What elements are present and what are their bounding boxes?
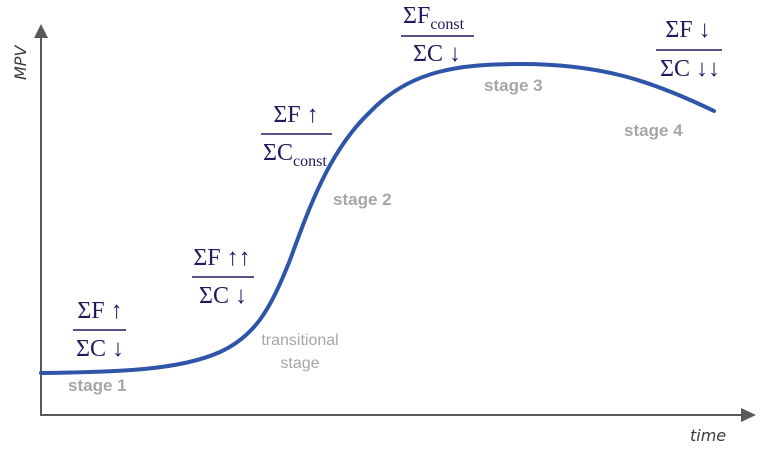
axes: MPV time	[11, 24, 756, 445]
fraction-3-denominator: ΣCconst	[263, 140, 327, 170]
stage-4-label: stage 4	[624, 121, 683, 140]
fraction-4-numerator: ΣFconst	[403, 3, 465, 33]
stage-labels: stage 1 transitional stage stage 2 stage…	[68, 76, 683, 395]
transitional-stage-label-line2: stage	[280, 355, 319, 372]
fraction-4-numerator-main: ΣF	[403, 3, 430, 29]
stage-1-label: stage 1	[68, 376, 127, 395]
fraction-stage-4: ΣF ↓ ΣC ↓↓	[656, 17, 722, 82]
x-axis-label: time	[690, 426, 726, 445]
y-axis-arrowhead	[34, 24, 48, 38]
fraction-stage-2: ΣF ↑ ΣCconst	[261, 102, 332, 170]
x-axis-arrowhead	[741, 408, 756, 422]
fraction-3-denominator-subscript: const	[293, 153, 327, 170]
fraction-stage-3: ΣFconst ΣC ↓	[401, 3, 474, 67]
mpv-curve	[39, 61, 716, 375]
fraction-3-numerator: ΣF ↑	[273, 102, 318, 128]
transitional-stage-label-line1: transitional	[261, 332, 338, 349]
fraction-2-denominator: ΣC ↓	[199, 283, 247, 309]
stage-2-label: stage 2	[333, 190, 392, 209]
fraction-4-numerator-subscript: const	[430, 16, 464, 33]
fraction-3-denominator-main: ΣC	[263, 140, 293, 166]
fraction-transitional: ΣF ↑↑ ΣC ↓	[192, 245, 254, 309]
fraction-5-denominator: ΣC ↓↓	[660, 56, 720, 82]
fraction-1-numerator: ΣF ↑	[77, 298, 122, 324]
y-axis-label: MPV	[11, 45, 30, 80]
fraction-2-numerator: ΣF ↑↑	[193, 245, 250, 271]
fraction-4-denominator: ΣC ↓	[413, 41, 461, 67]
fraction-stage-1: ΣF ↑ ΣC ↓	[73, 298, 126, 362]
fraction-5-numerator: ΣF ↓	[665, 17, 710, 43]
fraction-1-denominator: ΣC ↓	[76, 336, 124, 362]
stage-3-label: stage 3	[484, 76, 543, 95]
